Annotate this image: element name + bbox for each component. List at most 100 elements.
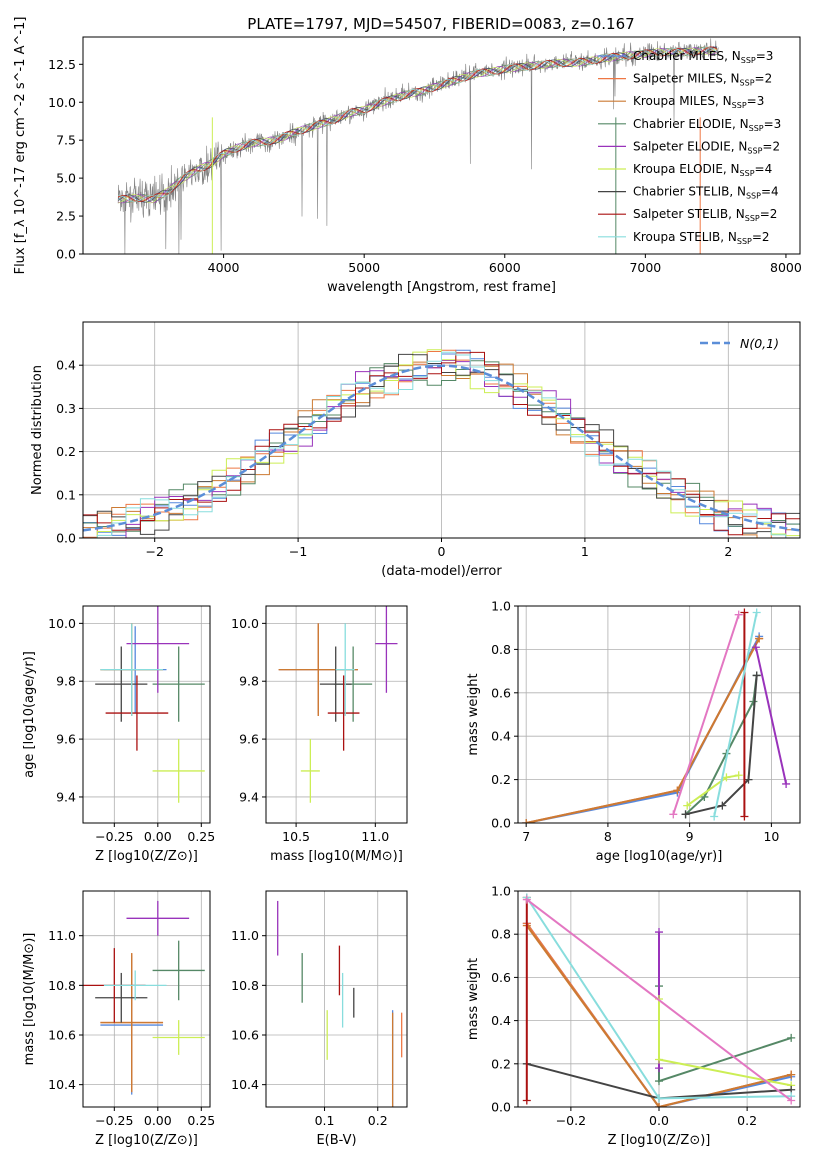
- weight-marker: [681, 810, 690, 819]
- weight-marker: [673, 786, 682, 795]
- plot-area: [83, 900, 205, 1095]
- observed-spectrum-line: [117, 38, 719, 254]
- error-bar-point: [100, 623, 164, 716]
- weight-marker: [522, 819, 531, 823]
- y-tick-label: 9.6: [56, 732, 76, 747]
- panel-age-z: −0.25 0.00 0.25 9.4 9.6 9.8 10.0 Z [log10(Z/Z⊙)…: [22, 605, 215, 864]
- axes-frame: [517, 605, 801, 824]
- weight-line: [525, 638, 760, 823]
- x-tick-label: 1: [581, 544, 589, 559]
- y-tick-label: 10.0: [48, 616, 76, 631]
- x-tick-label: 8000: [770, 260, 802, 275]
- weight-line: [754, 646, 788, 785]
- axes-frame: [265, 890, 408, 1108]
- y-axis-label: mass weight: [466, 958, 481, 1040]
- weight-line: [526, 635, 760, 823]
- error-bar-point: [95, 972, 148, 1023]
- y-tick-label: 0.1: [56, 487, 76, 502]
- error-bar-point: [152, 739, 205, 803]
- legend-entry: Kroupa STELIB, NSSP=2: [633, 230, 770, 246]
- x-axis-label: E(B-V): [316, 1133, 356, 1148]
- weight-marker: [782, 779, 791, 788]
- x-tick-label: 0.2: [368, 1113, 388, 1128]
- y-tick-label: 0.0: [56, 247, 76, 262]
- x-tick-label: 0.2: [737, 1113, 757, 1128]
- weight-marker: [752, 671, 761, 680]
- y-tick-label: 9.8: [56, 674, 76, 689]
- error-bar-point: [375, 606, 398, 693]
- weight-marker: [722, 773, 731, 782]
- weight-line: [525, 638, 760, 823]
- x-tick-label: 0.1: [315, 1113, 335, 1128]
- y-tick-label: 9.8: [239, 674, 259, 689]
- weight-marker: [718, 801, 727, 810]
- panel-residuals: −2 −1 0 1 2 0.0 0.1 0.2 0.3 0.4 (data-model)/error…: [30, 321, 801, 579]
- x-axis-label: wavelength [Angstrom, rest frame]: [327, 280, 556, 295]
- error-bar-point: [126, 900, 190, 936]
- histogram-step: [83, 351, 800, 538]
- y-tick-label: 0.8: [491, 642, 511, 657]
- x-tick-label: −0.25: [95, 1113, 133, 1128]
- weight-marker: [655, 1103, 663, 1107]
- model-fit-line: [118, 46, 718, 203]
- x-axis-label: Z [log10(Z/Z⊙)]: [608, 1133, 711, 1148]
- axes-frame: [82, 36, 801, 255]
- weight-marker: [655, 928, 663, 937]
- error-bar-point: [126, 606, 190, 693]
- y-tick-label: 11.0: [231, 928, 259, 943]
- weight-marker: [744, 775, 753, 784]
- x-tick-label: 0.00: [144, 1113, 172, 1128]
- error-bar-point: [327, 675, 360, 751]
- x-tick-label: 11.0: [361, 829, 389, 844]
- weight-marker: [655, 1064, 663, 1073]
- histogram-step: [83, 351, 800, 538]
- normal-curve: [83, 364, 800, 532]
- x-tick-label: 0.00: [144, 829, 172, 844]
- y-tick-label: 0.0: [491, 816, 511, 831]
- legend-entry: Chabrier MILES, NSSP=3: [633, 49, 773, 65]
- y-tick-label: 7.5: [56, 133, 76, 148]
- weight-line: [658, 986, 792, 1083]
- y-tick-label: 10.6: [231, 1028, 259, 1043]
- y-tick-label: 2.5: [56, 209, 76, 224]
- weight-marker: [522, 895, 531, 904]
- panel-weight-z: −0.2 0.0 0.2 0.0 0.2 0.4 0.6 0.8 1.0 Z [log10(Z/Z…: [466, 884, 801, 1148]
- chart-layer: 4000 5000 6000 7000 80000.02.55.07.510.012.5…: [13, 17, 802, 1148]
- y-tick-label: 11.0: [48, 928, 76, 943]
- x-tick-label: 0: [438, 544, 446, 559]
- axes-frame: [82, 605, 211, 824]
- weight-line: [658, 999, 792, 1087]
- legend-entry: Salpeter STELIB, NSSP=2: [633, 207, 777, 223]
- x-tick-label: 9: [686, 829, 694, 844]
- error-bar-point: [95, 646, 148, 722]
- panel-spectrum: 4000 5000 6000 7000 8000 0.0 2.5 5.0 7.5 10.0 12.5…: [13, 17, 802, 295]
- x-tick-label: 7000: [629, 260, 661, 275]
- x-tick-label: 6000: [489, 260, 521, 275]
- weight-marker: [752, 608, 761, 617]
- x-tick-label: 5000: [348, 260, 380, 275]
- axes-frame: [517, 890, 801, 1108]
- weight-marker: [683, 801, 692, 810]
- weight-line: [525, 925, 792, 1107]
- y-tick-label: 10.0: [48, 95, 76, 110]
- x-tick-label: −2: [145, 544, 163, 559]
- weight-line: [672, 614, 740, 815]
- y-axis-label: mass weight: [466, 673, 481, 755]
- x-tick-label: −0.2: [556, 1113, 586, 1128]
- weight-marker: [749, 697, 758, 706]
- model-fit-line: [117, 46, 718, 203]
- y-tick-label: 0.0: [56, 531, 76, 546]
- y-tick-label: 0.2: [491, 1056, 511, 1071]
- error-bar-point: [152, 940, 205, 1001]
- plot-area: [522, 608, 791, 823]
- weight-marker: [710, 812, 719, 821]
- weight-line: [713, 612, 758, 817]
- weight-marker: [740, 608, 749, 617]
- error-bar-point: [319, 646, 352, 722]
- y-axis-label: age [log10(age/yr)]: [22, 651, 37, 778]
- y-tick-label: 0.3: [56, 401, 76, 416]
- x-tick-label: 7: [522, 829, 530, 844]
- spectrum-legend: Chabrier MILES, NSSP=3 Salpeter MILES, NS…: [598, 49, 781, 246]
- legend-entry: Salpeter MILES, NSSP=2: [633, 72, 772, 88]
